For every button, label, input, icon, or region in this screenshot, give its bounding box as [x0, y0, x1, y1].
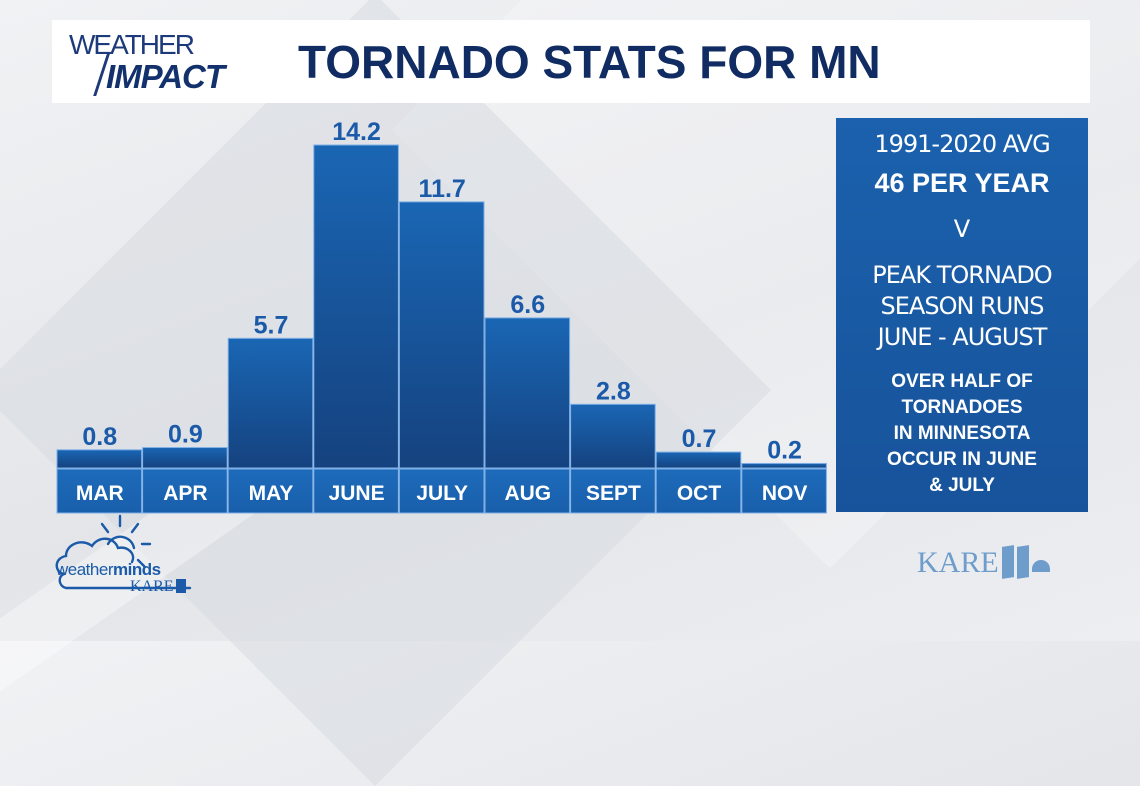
value-label: 11.7 — [419, 175, 466, 203]
bar-chart: 0.8 0.9 5.7 14.2 11.7 6.6 2.8 0.7 0.2 MAR APR MAY J… — [56, 118, 827, 514]
weatherminds-logo: weatherminds — [56, 560, 161, 580]
divider-v: V — [953, 215, 971, 243]
weatherminds-word2: minds — [112, 560, 161, 579]
note-text: OVER HALF OF TORNADOES IN MINNESOTA OCCU… — [836, 369, 1088, 499]
weatherminds-word1: weather — [56, 560, 113, 579]
month-label: SEPT — [586, 482, 641, 505]
month-label: JULY — [416, 482, 468, 505]
bar-aug — [484, 317, 571, 469]
bar-apr — [142, 447, 228, 469]
note-line: IN MINNESOTA — [893, 423, 1031, 444]
bar-july — [398, 201, 485, 469]
peak-line: PEAK TORNADO — [872, 261, 1052, 289]
bar-sept — [570, 403, 656, 469]
kare11-eleven-icon — [1016, 545, 1029, 579]
info-panel: 1991-2020 AVG 46 PER YEAR V PEAK TORNADO… — [836, 118, 1088, 512]
weatherminds-station: KARE — [130, 578, 186, 596]
month-label: APR — [163, 482, 207, 505]
avg-period: 1991-2020 AVG — [874, 130, 1050, 158]
month-cell — [398, 468, 485, 514]
kare11-logo: KARE — [917, 545, 1050, 580]
title-banner: WEATHER IMPACT TORNADO STATS FOR MN — [52, 20, 1090, 103]
bar-nov — [741, 462, 827, 469]
month-label: MAR — [76, 482, 124, 505]
weatherminds-station-text: KARE — [130, 578, 174, 595]
value-label: 6.6 — [510, 291, 545, 319]
note-line: TORNADOES — [901, 397, 1023, 418]
kare11-mark-icon — [175, 579, 186, 593]
month-cell — [655, 468, 742, 514]
bar-june — [313, 144, 399, 469]
peacock-icon — [1031, 560, 1050, 572]
month-label: AUG — [504, 482, 551, 505]
value-label: 0.8 — [82, 423, 117, 451]
weather-impact-logo-line2: IMPACT — [106, 58, 225, 95]
note-line: & JULY — [929, 475, 995, 496]
month-cell — [484, 468, 571, 514]
kare11-logo-text: KARE — [917, 546, 999, 579]
kare11-eleven-icon — [1001, 545, 1014, 579]
month-label: MAY — [249, 482, 294, 505]
value-label: 5.7 — [254, 311, 289, 339]
month-label: JUNE — [329, 482, 385, 505]
bar-mar — [56, 449, 143, 469]
peak-season-text: PEAK TORNADO SEASON RUNS JUNE - AUGUST — [836, 260, 1088, 353]
peak-line: SEASON RUNS — [880, 292, 1045, 320]
peak-line: JUNE - AUGUST — [877, 323, 1048, 351]
page-title: TORNADO STATS FOR MN — [298, 36, 881, 88]
bar-may — [227, 337, 314, 469]
month-label: NOV — [762, 482, 808, 505]
month-cell — [570, 468, 656, 514]
avg-value: 46 PER YEAR — [874, 168, 1050, 198]
month-label: OCT — [677, 482, 722, 505]
weather-impact-logo-line1: WEATHER — [69, 29, 195, 60]
note-line: OCCUR IN JUNE — [887, 449, 1037, 470]
value-label: 0.9 — [168, 421, 203, 449]
month-cell — [56, 468, 143, 514]
cloud-sun-icon — [55, 514, 192, 590]
note-line: OVER HALF OF — [891, 371, 1033, 392]
value-label: 0.2 — [767, 436, 802, 464]
value-label: 0.7 — [682, 425, 717, 453]
value-label: 2.8 — [596, 377, 631, 405]
bar-oct — [655, 451, 742, 469]
month-cell — [227, 468, 314, 514]
month-cell — [741, 468, 827, 514]
month-cell — [142, 468, 228, 514]
value-label: 14.2 — [332, 118, 381, 146]
month-cell — [313, 468, 399, 514]
